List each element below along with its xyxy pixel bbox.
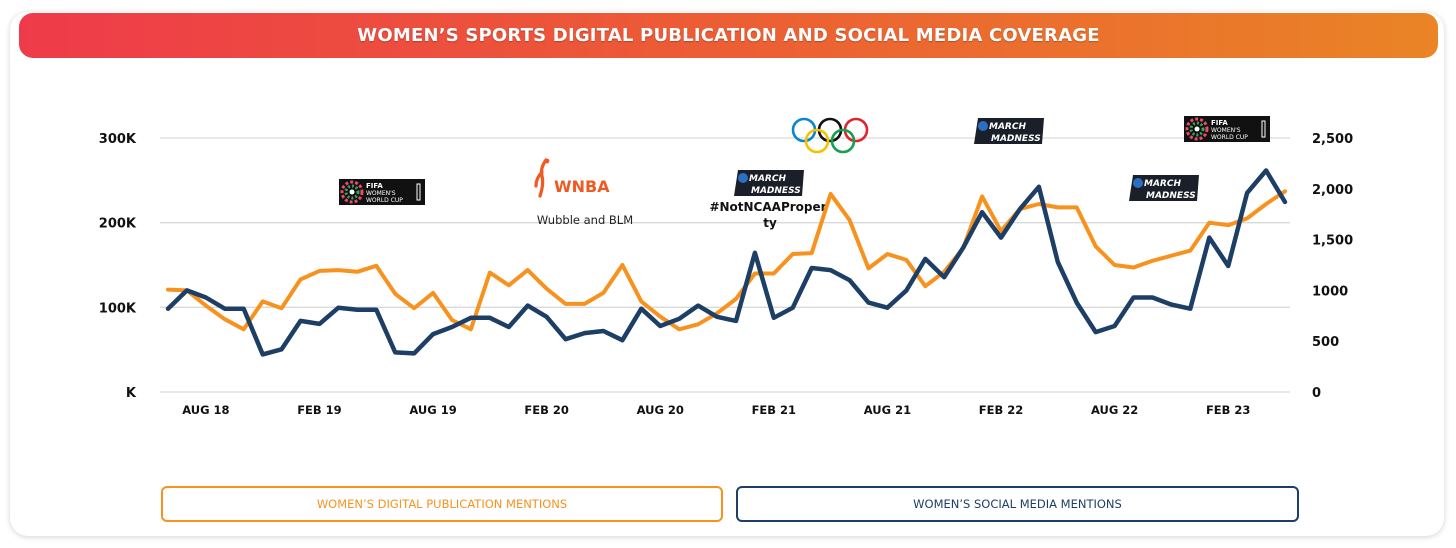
svg-text:WNBA: WNBA [554,177,610,196]
x-axis-tick: AUG 21 [864,403,911,417]
legend-social-media-label: WOMEN’S SOCIAL MEDIA MENTIONS [913,497,1122,511]
x-axis-tick: AUG 20 [637,403,684,417]
x-axis-tick: FEB 22 [979,403,1023,417]
svg-text:WOMEN'S: WOMEN'S [366,190,396,197]
left-axis-tick: 200K [99,217,137,232]
x-axis-tick: AUG 19 [409,403,456,417]
svg-text:FIFA: FIFA [366,182,383,190]
legend-digital-publication-label: WOMEN’S DIGITAL PUBLICATION MENTIONS [316,497,568,511]
x-axis-tick: AUG 22 [1091,403,1138,417]
march-madness-logo: MARCH MADNESS [1129,175,1199,201]
right-axis-tick: 2,000 [1312,183,1353,198]
chart-title-bar: WOMEN’S SPORTS DIGITAL PUBLICATION AND S… [19,13,1438,58]
right-axis-tick: 1000 [1312,284,1348,299]
ncaa-caption-line2: ty [763,216,777,230]
x-axis-tick: FEB 20 [524,403,568,417]
svg-text:MARCH: MARCH [1144,179,1181,189]
svg-text:MADNESS: MADNESS [991,134,1041,144]
legend-digital-publication-button[interactable]: WOMEN’S DIGITAL PUBLICATION MENTIONS [161,486,723,522]
right-axis-tick: 1,500 [1312,234,1353,249]
svg-text:MADNESS: MADNESS [751,186,801,196]
wnba-caption: Wubble and BLM [537,213,633,227]
svg-text:WORLD CUP: WORLD CUP [366,197,403,204]
svg-text:MADNESS: MADNESS [1146,191,1196,201]
x-axis: AUG 18 FEB 19 AUG 19 FEB 20 AUG 20 FEB 21 AUG … [182,403,1250,417]
left-axis-tick: 300K [99,132,137,147]
svg-text:MARCH: MARCH [749,174,786,184]
x-axis-tick: AUG 18 [182,403,229,417]
digital-publication-line [166,189,1287,332]
svg-text:MARCH: MARCH [989,122,1026,132]
legend-social-media-button[interactable]: WOMEN’S SOCIAL MEDIA MENTIONS [736,486,1299,522]
chart-title: WOMEN’S SPORTS DIGITAL PUBLICATION AND S… [357,25,1100,46]
march-madness-logo: MARCH MADNESS [974,118,1044,144]
fifa-womens-world-cup-logo: FIFA WOMEN'S WORLD CUP [1184,116,1270,142]
right-axis-tick: 500 [1312,335,1339,350]
right-axis-tick: 0 [1312,386,1321,401]
left-axis: K 100K 200K 300K [99,132,137,401]
x-axis-tick: FEB 23 [1206,403,1250,417]
left-axis-tick: K [126,386,137,401]
x-axis-tick: FEB 21 [752,403,796,417]
x-axis-tick: FEB 19 [297,403,341,417]
fifa-womens-world-cup-logo: FIFA WOMEN'S WORLD CUP [339,179,425,205]
wnba-logo: WNBA [534,158,610,198]
svg-text:WORLD CUP: WORLD CUP [1211,134,1248,141]
social-media-line [165,168,1288,357]
march-madness-logo: MARCH MADNESS [734,170,804,196]
olympic-rings-icon [791,117,869,154]
svg-text:WOMEN'S: WOMEN'S [1211,127,1241,134]
chart-card [10,12,1444,536]
left-axis-tick: 100K [99,301,137,316]
svg-text:FIFA: FIFA [1211,119,1228,127]
right-axis-tick: 2,500 [1312,132,1353,147]
right-axis: 0 500 1000 1,500 2,000 2,500 [1312,132,1353,401]
ncaa-caption-line1: #NotNCAAProper [709,200,826,214]
